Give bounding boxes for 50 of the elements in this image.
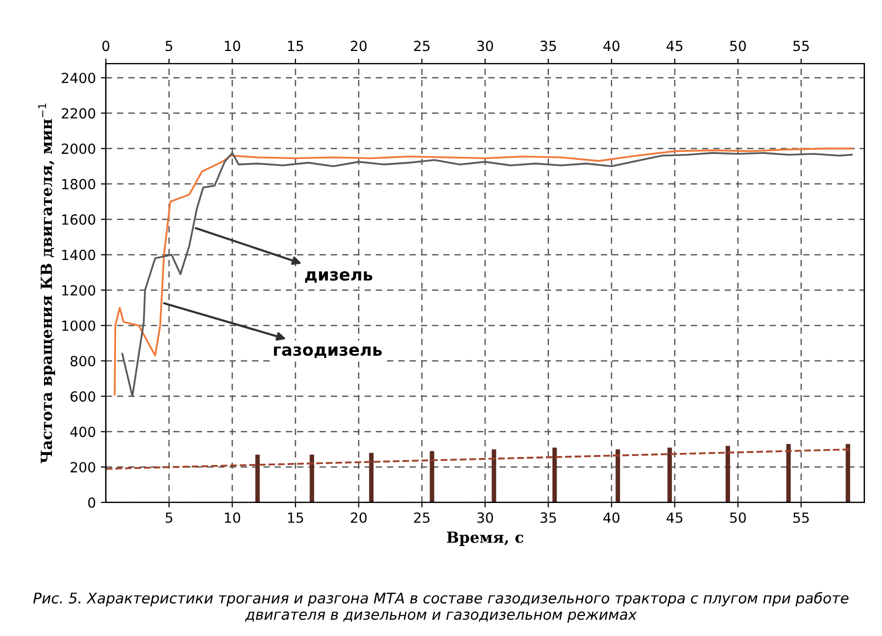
x-tick-label: 10 [224,512,240,523]
x2-tick-label: 55 [793,40,809,52]
x-tick-label: 15 [288,512,304,523]
x-axis-title: Время, с [446,532,524,546]
x-tick-label: 50 [730,512,746,523]
bar [552,448,557,502]
y-tick-label: 2000 [62,144,96,154]
bar [492,449,496,502]
bar [369,452,374,502]
x2-tick-label: 20 [350,40,367,52]
x2-tick-label: 0 [102,40,110,52]
x-tick-label: 25 [414,512,430,523]
y-tick-label: 2200 [62,108,96,119]
x2-tick-label: 5 [166,40,172,52]
x2-tick-label: 25 [414,40,430,52]
x-tick-label: 40 [603,512,620,523]
bar [726,446,730,502]
y-tick-label: 800 [70,356,96,366]
bar [310,454,314,502]
x2-tick-label: 50 [730,40,746,52]
x-tick-label: 35 [540,512,556,523]
y-tick-label: 1400 [62,250,96,260]
bar [255,454,260,502]
y-tick-label: 1600 [62,214,96,225]
x2-tick-label: 45 [666,40,682,52]
x-tick-label: 20 [350,512,367,523]
y-tick-label: 200 [70,462,96,473]
y-tick-label: 600 [70,391,96,402]
y-tick-label: 1200 [62,285,96,296]
bar [616,449,620,502]
y-tick-label: 2400 [62,72,96,84]
y-tick-label: 1800 [62,178,96,190]
x2-tick-label: 35 [540,40,556,52]
y-tick-label: 1000 [62,320,96,331]
bar [846,444,850,502]
x2-tick-label: 40 [603,40,620,52]
x-tick-label: 30 [477,512,494,523]
x2-tick-label: 30 [477,40,494,52]
x-tick-label: 45 [666,512,682,523]
y-axis-title: Частота вращения КВ двигателя, мин$^{−1}$ [38,104,56,464]
bar [667,448,672,502]
annotation: дизель [305,271,372,283]
annotation: газодизель [274,346,382,358]
x-tick-label: 55 [793,512,809,523]
y-tick-label: 400 [70,426,96,438]
x2-tick-label: 10 [224,40,240,52]
text: Рис. 5. Характеристики трогания и разгона МТА в составе газодизельного трактора с плугом при работе двигателя в дизельном и газодизельном режимах [33,592,848,623]
y-tick-label: 0 [88,497,96,508]
x2-tick-label: 15 [288,40,304,52]
x-tick-label: 5 [166,512,172,523]
